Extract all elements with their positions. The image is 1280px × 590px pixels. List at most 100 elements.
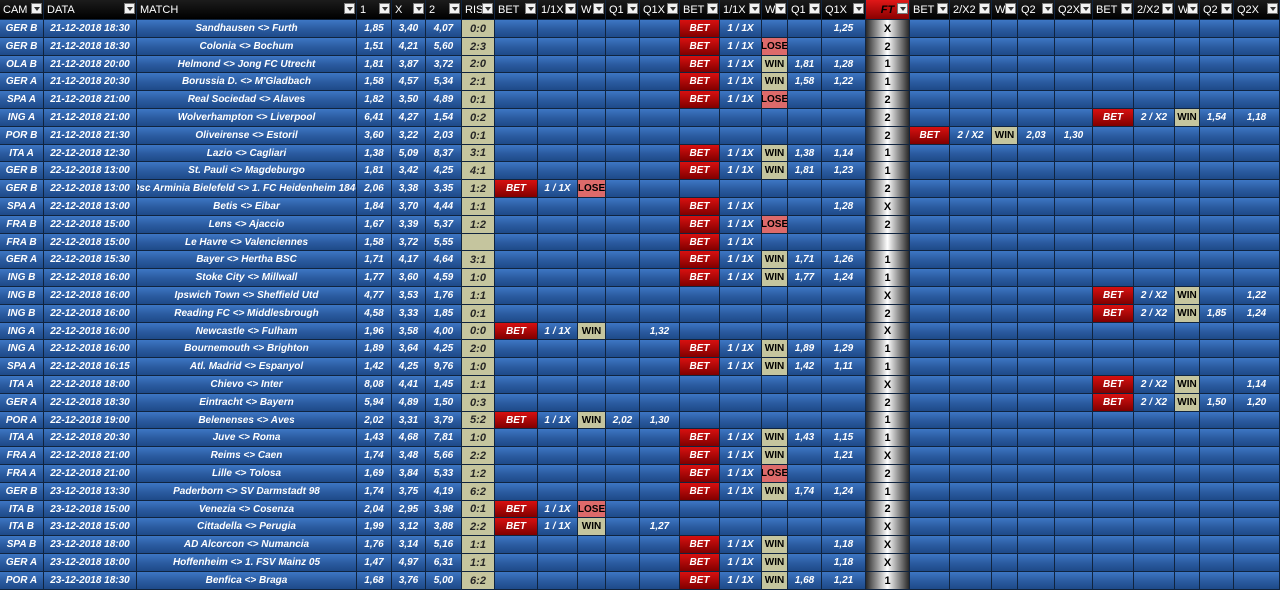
cell-championship[interactable]: GER B	[0, 483, 44, 501]
cell-championship[interactable]: GER B	[0, 180, 44, 198]
cell-match[interactable]: Venezia <> Cosenza	[137, 501, 357, 518]
cell-q2x-away2[interactable]: 1,22	[1234, 287, 1280, 305]
cell-championship[interactable]: ING A	[0, 340, 44, 358]
cell-bet-away2[interactable]	[1093, 412, 1134, 429]
cell-match[interactable]: Real Sociedad <> Alaves	[137, 91, 357, 109]
cell-market-away2[interactable]	[1134, 180, 1175, 198]
cell-outcome-away2[interactable]: WIN	[1175, 394, 1200, 412]
cell-match[interactable]: St. Pauli <> Magdeburgo	[137, 162, 357, 180]
cell-championship[interactable]: GER B	[0, 38, 44, 56]
cell-q2-away[interactable]	[1018, 518, 1055, 536]
cell-q1-home2[interactable]: 1,38	[788, 145, 822, 162]
cell-odds-2[interactable]: 1,76	[426, 287, 462, 305]
cell-outcome-away2[interactable]	[1175, 501, 1200, 518]
filter-dropdown-icon[interactable]	[1005, 3, 1016, 14]
cell-market-away[interactable]	[950, 56, 992, 73]
cell-outcome-away[interactable]	[992, 554, 1018, 572]
cell-result[interactable]: 0:2	[462, 109, 495, 127]
column-header-q2-away[interactable]: Q2	[1018, 0, 1055, 20]
cell-q2-away[interactable]	[1018, 412, 1055, 429]
filter-dropdown-icon[interactable]	[1080, 3, 1091, 14]
cell-q1-home2[interactable]: 1,74	[788, 483, 822, 501]
cell-match[interactable]: Lille <> Tolosa	[137, 465, 357, 483]
cell-championship[interactable]: FRA B	[0, 216, 44, 234]
cell-odds-2[interactable]: 5,66	[426, 447, 462, 465]
cell-outcome-home[interactable]	[578, 394, 606, 412]
cell-market-home2[interactable]	[720, 323, 762, 340]
cell-date[interactable]: 22-12-2018 12:30	[44, 145, 137, 162]
cell-q1x-home[interactable]	[640, 572, 680, 590]
cell-q1-home2[interactable]	[788, 554, 822, 572]
cell-market-home2[interactable]	[720, 127, 762, 145]
cell-outcome-home2[interactable]	[762, 323, 788, 340]
cell-bet-home2[interactable]: BET	[680, 162, 720, 180]
cell-bet-home[interactable]	[495, 145, 538, 162]
cell-bet-away[interactable]	[910, 483, 950, 501]
cell-q2x-away2[interactable]	[1234, 145, 1280, 162]
cell-bet-away2[interactable]	[1093, 465, 1134, 483]
cell-date[interactable]: 22-12-2018 16:00	[44, 287, 137, 305]
cell-outcome-away2[interactable]	[1175, 572, 1200, 590]
cell-q2x-away2[interactable]	[1234, 518, 1280, 536]
cell-market-away[interactable]	[950, 216, 992, 234]
cell-odds-2[interactable]: 4,64	[426, 251, 462, 269]
cell-odds-x[interactable]: 3,12	[392, 518, 426, 536]
cell-market-home2[interactable]: 1 / 1X	[720, 234, 762, 251]
cell-q2x-away2[interactable]	[1234, 483, 1280, 501]
cell-odds-x[interactable]: 4,17	[392, 251, 426, 269]
cell-market-home[interactable]	[538, 572, 578, 590]
cell-q2x-away2[interactable]	[1234, 20, 1280, 38]
cell-market-away2[interactable]	[1134, 162, 1175, 180]
cell-q1-home[interactable]	[606, 127, 640, 145]
cell-q2x-away2[interactable]	[1234, 572, 1280, 590]
cell-outcome-away2[interactable]	[1175, 323, 1200, 340]
cell-odds-x[interactable]: 4,27	[392, 109, 426, 127]
cell-market-home[interactable]	[538, 394, 578, 412]
cell-q1-home[interactable]	[606, 234, 640, 251]
cell-ft[interactable]: X	[866, 323, 910, 340]
cell-odds-1[interactable]: 1,67	[357, 216, 392, 234]
cell-q1-home[interactable]	[606, 56, 640, 73]
cell-outcome-away[interactable]	[992, 20, 1018, 38]
cell-q2-away2[interactable]	[1200, 287, 1234, 305]
cell-market-away2[interactable]	[1134, 73, 1175, 91]
cell-date[interactable]: 22-12-2018 16:00	[44, 323, 137, 340]
cell-q1x-home[interactable]	[640, 20, 680, 38]
cell-market-home2[interactable]	[720, 109, 762, 127]
cell-market-away[interactable]	[950, 447, 992, 465]
column-header-outcome-away[interactable]: W	[992, 0, 1018, 20]
cell-match[interactable]: Lens <> Ajaccio	[137, 216, 357, 234]
cell-odds-x[interactable]: 4,89	[392, 394, 426, 412]
cell-odds-2[interactable]: 4,89	[426, 91, 462, 109]
cell-odds-2[interactable]: 4,00	[426, 323, 462, 340]
cell-bet-away2[interactable]	[1093, 501, 1134, 518]
cell-odds-x[interactable]: 4,57	[392, 73, 426, 91]
filter-dropdown-icon[interactable]	[667, 3, 678, 14]
cell-market-home[interactable]	[538, 340, 578, 358]
cell-outcome-away[interactable]	[992, 73, 1018, 91]
cell-market-home[interactable]	[538, 376, 578, 394]
cell-odds-2[interactable]: 1,54	[426, 109, 462, 127]
cell-market-home[interactable]	[538, 251, 578, 269]
cell-outcome-home[interactable]	[578, 340, 606, 358]
cell-outcome-away[interactable]	[992, 340, 1018, 358]
cell-odds-1[interactable]: 1,42	[357, 358, 392, 376]
cell-q2-away2[interactable]	[1200, 412, 1234, 429]
cell-outcome-away[interactable]	[992, 145, 1018, 162]
cell-championship[interactable]: ING B	[0, 305, 44, 323]
cell-q2-away[interactable]	[1018, 38, 1055, 56]
cell-q2-away2[interactable]	[1200, 91, 1234, 109]
cell-odds-2[interactable]: 3,88	[426, 518, 462, 536]
cell-odds-x[interactable]: 3,75	[392, 483, 426, 501]
cell-result[interactable]: 1:1	[462, 287, 495, 305]
column-header-championship[interactable]: CAM	[0, 0, 44, 20]
cell-q2-away2[interactable]	[1200, 127, 1234, 145]
cell-q1-home2[interactable]: 1,68	[788, 572, 822, 590]
cell-odds-1[interactable]: 1,74	[357, 447, 392, 465]
cell-bet-away[interactable]	[910, 109, 950, 127]
cell-q2x-away[interactable]	[1055, 465, 1093, 483]
cell-market-home2[interactable]: 1 / 1X	[720, 483, 762, 501]
cell-date[interactable]: 21-12-2018 18:30	[44, 38, 137, 56]
cell-bet-away2[interactable]	[1093, 429, 1134, 447]
cell-q1-home[interactable]	[606, 394, 640, 412]
